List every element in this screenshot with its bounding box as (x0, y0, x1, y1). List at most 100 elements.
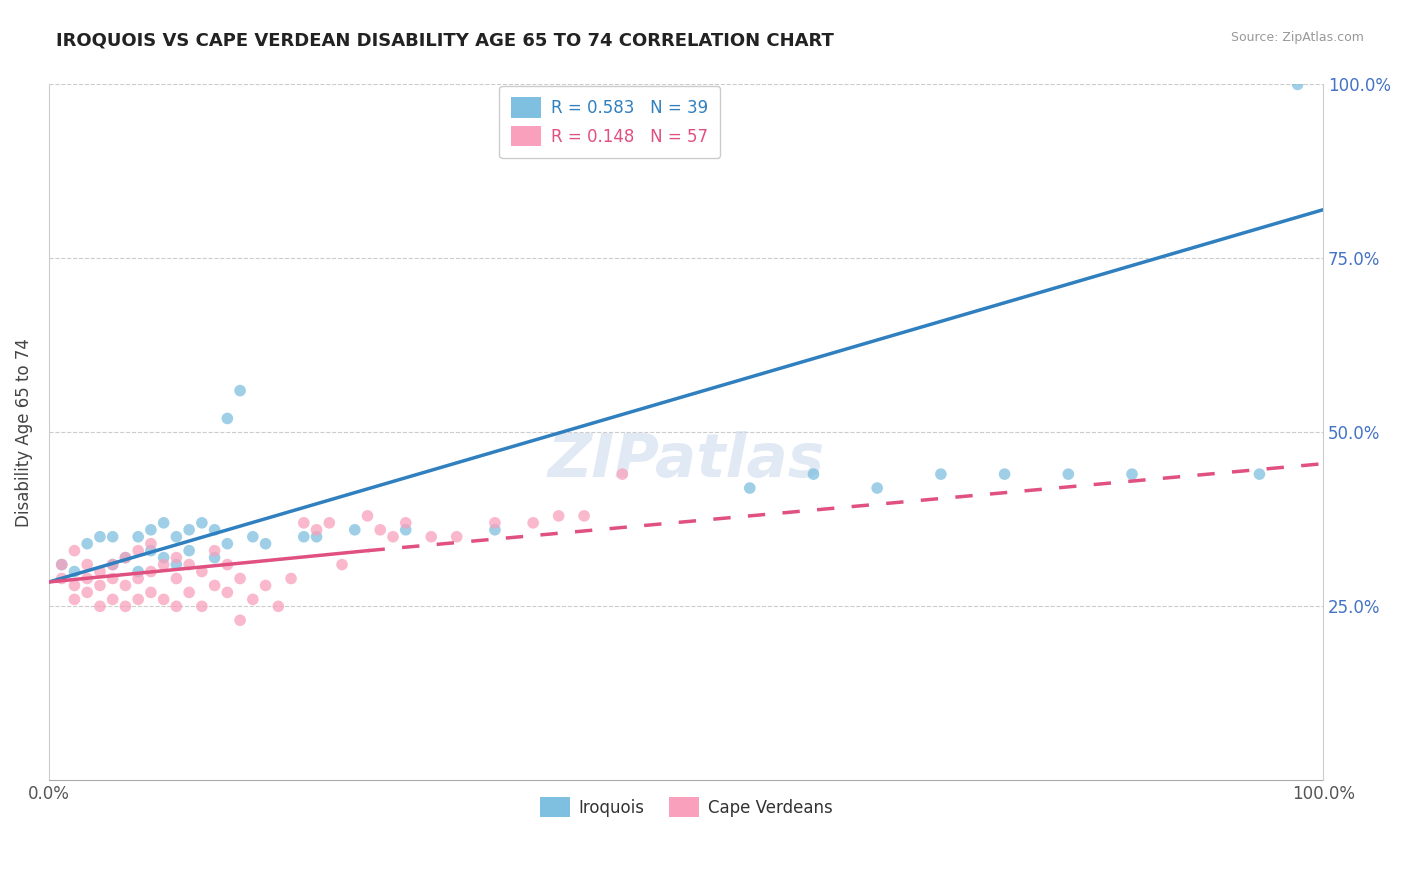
Point (446, 530, 468, 544)
Point (1286, 78, 1309, 92)
Point (89, 565, 111, 579)
Point (89, 578, 111, 592)
Point (152, 550, 174, 565)
Point (152, 516, 174, 530)
Point (139, 543, 162, 558)
Point (318, 516, 340, 530)
Point (179, 523, 201, 537)
Point (51, 558, 73, 572)
Point (114, 550, 136, 565)
Point (229, 572, 252, 586)
Point (572, 508, 595, 523)
Point (866, 481, 889, 495)
Point (127, 565, 149, 579)
Point (51, 558, 73, 572)
Point (101, 558, 124, 572)
Point (305, 523, 328, 537)
Point (76, 537, 98, 551)
Point (254, 578, 277, 592)
Point (114, 578, 136, 592)
Point (63, 578, 86, 592)
Point (217, 537, 239, 551)
Point (152, 592, 174, 607)
Point (803, 467, 825, 482)
Point (1249, 467, 1271, 482)
Point (101, 558, 124, 572)
Point (484, 523, 506, 537)
Point (368, 523, 391, 537)
Point (1057, 467, 1080, 482)
Point (139, 565, 162, 579)
Point (254, 537, 277, 551)
Point (89, 530, 111, 544)
Point (89, 599, 111, 614)
Point (139, 523, 162, 537)
Y-axis label: Disability Age 65 to 74: Disability Age 65 to 74 (15, 338, 32, 527)
Point (63, 592, 86, 607)
Point (738, 481, 761, 495)
Point (114, 550, 136, 565)
Point (229, 384, 252, 398)
Point (547, 508, 569, 523)
Point (179, 543, 201, 558)
Point (267, 599, 290, 614)
Point (179, 585, 201, 599)
Point (76, 572, 98, 586)
Point (76, 558, 98, 572)
Point (165, 550, 187, 565)
Point (395, 516, 418, 530)
Point (165, 558, 187, 572)
Point (522, 516, 544, 530)
Point (217, 585, 239, 599)
Point (165, 572, 187, 586)
Point (101, 572, 124, 586)
Point (51, 572, 73, 586)
Point (63, 543, 86, 558)
Point (76, 585, 98, 599)
Point (280, 572, 302, 586)
Legend: Iroquois, Cape Verdeans: Iroquois, Cape Verdeans (533, 790, 839, 824)
Point (229, 613, 252, 627)
Point (242, 592, 264, 607)
Point (139, 585, 162, 599)
Point (343, 523, 366, 537)
Point (165, 530, 187, 544)
Point (204, 523, 226, 537)
Point (1121, 467, 1143, 482)
Point (127, 572, 149, 586)
Point (420, 530, 443, 544)
Point (612, 467, 634, 482)
Point (191, 516, 214, 530)
Point (305, 530, 328, 544)
Point (63, 565, 86, 579)
Point (330, 558, 353, 572)
Point (204, 578, 226, 592)
Point (191, 599, 214, 614)
Point (114, 599, 136, 614)
Point (217, 558, 239, 572)
Point (127, 543, 149, 558)
Point (292, 530, 315, 544)
Point (217, 411, 239, 425)
Point (101, 530, 124, 544)
Point (101, 592, 124, 607)
Point (204, 543, 226, 558)
Point (127, 592, 149, 607)
Text: Source: ZipAtlas.com: Source: ZipAtlas.com (1230, 31, 1364, 45)
Point (204, 550, 226, 565)
Point (165, 599, 187, 614)
Point (484, 516, 506, 530)
Point (929, 467, 952, 482)
Point (382, 530, 405, 544)
Text: ZIPatlas: ZIPatlas (547, 431, 824, 490)
Point (139, 537, 162, 551)
Point (356, 508, 378, 523)
Text: IROQUOIS VS CAPE VERDEAN DISABILITY AGE 65 TO 74 CORRELATION CHART: IROQUOIS VS CAPE VERDEAN DISABILITY AGE … (56, 31, 834, 49)
Point (292, 516, 315, 530)
Point (152, 558, 174, 572)
Point (242, 530, 264, 544)
Point (395, 523, 418, 537)
Point (191, 565, 214, 579)
Point (179, 558, 201, 572)
Point (994, 467, 1017, 482)
